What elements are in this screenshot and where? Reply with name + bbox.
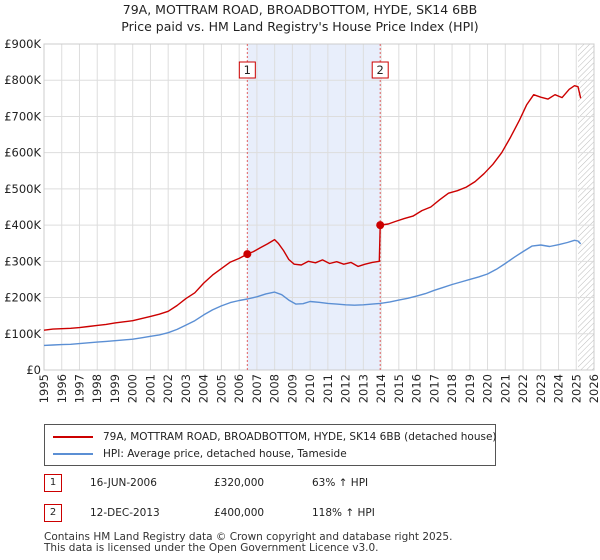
x-tick-label: 2005	[214, 374, 228, 403]
legend-item-property: 79A, MOTTRAM ROAD, BROADBOTTOM, HYDE, SK…	[53, 429, 497, 445]
sale-label-number: 2	[377, 63, 384, 77]
legend-item-hpi: HPI: Average price, detached house, Tame…	[53, 446, 347, 462]
x-tick-label: 2004	[197, 374, 211, 403]
x-tick-label: 2012	[339, 374, 353, 403]
y-tick-label: £500K	[4, 182, 41, 196]
legend-label-property: 79A, MOTTRAM ROAD, BROADBOTTOM, HYDE, SK…	[103, 431, 497, 443]
chart-legend: 79A, MOTTRAM ROAD, BROADBOTTOM, HYDE, SK…	[44, 424, 497, 466]
plot-frame	[43, 43, 595, 371]
footer-line-licence: This data is licensed under the Open Gov…	[44, 542, 379, 554]
sale-point-marker	[376, 221, 385, 230]
x-tick-label: 2016	[410, 374, 424, 403]
transaction-price: £320,000	[214, 477, 265, 489]
plot-area: £0 £100K £200K £300K £400K £500K £600K £700K £80…	[4, 37, 600, 403]
y-tick-label: £600K	[4, 146, 41, 160]
x-tick-label: 1995	[37, 374, 51, 403]
y-tick-label: £200K	[4, 291, 41, 305]
ownership-period-shading	[247, 44, 381, 370]
x-tick-label: 2017	[427, 374, 441, 403]
x-tick-label: 1996	[55, 374, 69, 403]
transaction-hpi-change: 118% ↑ HPI	[312, 507, 375, 519]
transaction-number-badge: 1	[44, 474, 62, 492]
sale-label-box	[371, 61, 389, 79]
x-tick-label: 2001	[143, 374, 157, 403]
x-tick-label: 2009	[285, 374, 299, 403]
transaction-number-badge: 2	[44, 504, 62, 522]
transaction-price: £400,000	[214, 507, 265, 519]
y-tick-label: £300K	[4, 254, 41, 268]
x-tick-label: 2011	[321, 374, 335, 403]
x-tick-label: 1997	[73, 374, 87, 403]
legend-label-hpi: HPI: Average price, detached house, Tame…	[103, 448, 347, 460]
y-tick-label: £900K	[4, 37, 41, 51]
x-tick-label: 2022	[516, 374, 530, 403]
x-tick-label: 2003	[179, 374, 193, 403]
x-tick-label: 2010	[303, 374, 317, 403]
y-tick-label: £800K	[4, 73, 41, 87]
attribution-footer: Contains HM Land Registry data © Crown c…	[44, 532, 452, 554]
transaction-date: 16-JUN-2006	[90, 477, 157, 489]
y-tick-label: £700K	[4, 109, 41, 123]
y-tick-label: £100K	[4, 327, 41, 341]
footer-line-copyright: Contains HM Land Registry data © Crown c…	[44, 531, 453, 543]
x-tick-label: 2019	[463, 374, 477, 403]
x-tick-label: 2018	[445, 374, 459, 403]
series-line-property	[43, 85, 582, 331]
x-tick-label: 1998	[90, 374, 104, 403]
x-tick-label: 2024	[552, 374, 566, 403]
x-tick-label: 2008	[268, 374, 282, 403]
x-tick-label: 2025	[569, 374, 583, 403]
sale-label-number: 1	[244, 63, 251, 77]
x-tick-label: 2013	[356, 374, 370, 403]
x-tick-label: 2023	[534, 374, 548, 403]
chart-title: 79A, MOTTRAM ROAD, BROADBOTTOM, HYDE, SK…	[123, 2, 478, 17]
price-chart: 79A, MOTTRAM ROAD, BROADBOTTOM, HYDE, SK…	[4, 2, 600, 403]
forecast-hatch	[578, 44, 594, 370]
series-line-hpi	[43, 239, 582, 347]
x-tick-label: 2002	[161, 374, 175, 403]
sale-label-box	[238, 61, 256, 79]
chart-subtitle: Price paid vs. HM Land Registry's House …	[121, 19, 478, 34]
transaction-date: 12-DEC-2013	[90, 507, 160, 519]
legend-swatch-hpi	[53, 453, 93, 455]
transaction-hpi-change: 63% ↑ HPI	[312, 477, 369, 489]
x-tick-label: 2020	[481, 374, 495, 403]
x-tick-label: 2021	[498, 374, 512, 403]
x-tick-label: 2000	[126, 374, 140, 403]
legend-swatch-property	[53, 436, 93, 438]
x-tick-label: 2015	[392, 374, 406, 403]
y-tick-label: £400K	[4, 218, 41, 232]
x-tick-label: 2026	[587, 374, 600, 403]
sale-point-marker	[243, 250, 252, 259]
x-tick-label: 2014	[374, 374, 388, 403]
y-tick-label: £0	[26, 363, 41, 377]
x-tick-label: 2007	[250, 374, 264, 403]
x-tick-label: 2006	[232, 374, 246, 403]
x-tick-label: 1999	[108, 374, 122, 403]
